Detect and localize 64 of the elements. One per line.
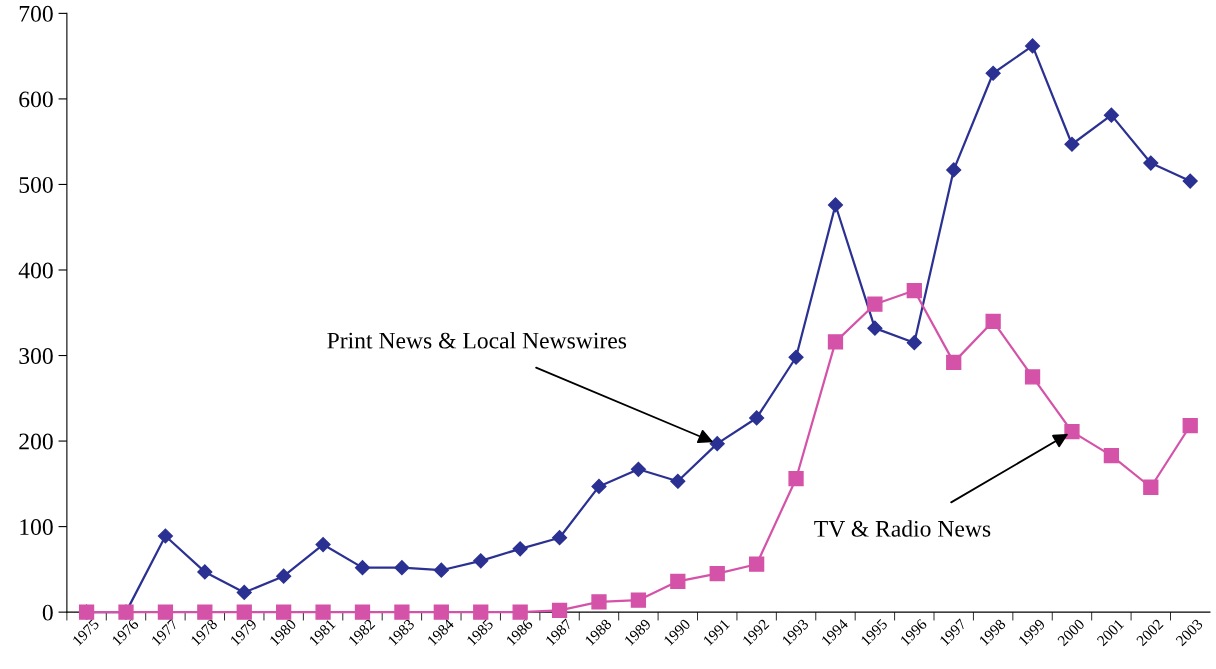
y-tick-label: 100 bbox=[20, 519, 53, 536]
point bbox=[1103, 107, 1119, 123]
point bbox=[946, 354, 962, 371]
point bbox=[1024, 369, 1041, 385]
point bbox=[433, 604, 449, 620]
point bbox=[1143, 479, 1159, 495]
point bbox=[157, 528, 173, 544]
point bbox=[394, 560, 410, 576]
point bbox=[236, 604, 252, 620]
point bbox=[827, 334, 844, 350]
point bbox=[276, 604, 292, 620]
point bbox=[906, 282, 922, 299]
point bbox=[670, 473, 686, 489]
point bbox=[276, 568, 292, 584]
point bbox=[354, 560, 371, 576]
point bbox=[709, 436, 725, 452]
y-tick-label: 0 bbox=[42, 604, 53, 621]
point bbox=[473, 604, 489, 620]
point bbox=[630, 592, 647, 608]
point bbox=[1064, 424, 1080, 440]
point bbox=[512, 541, 528, 557]
annotation: TV & Radio News bbox=[814, 520, 991, 537]
point bbox=[157, 604, 174, 620]
y-tick-label: 700 bbox=[19, 5, 53, 22]
point bbox=[197, 604, 213, 620]
point bbox=[749, 410, 765, 426]
point bbox=[1182, 173, 1198, 189]
y-tick-label: 400 bbox=[18, 262, 53, 279]
point bbox=[867, 320, 883, 336]
point bbox=[354, 604, 371, 620]
point bbox=[867, 296, 883, 312]
point bbox=[551, 530, 568, 546]
point bbox=[473, 553, 489, 569]
point bbox=[315, 536, 331, 553]
point bbox=[197, 564, 213, 580]
point bbox=[985, 313, 1001, 329]
y-tick-label: 500 bbox=[19, 176, 53, 193]
point bbox=[591, 478, 607, 494]
point bbox=[630, 461, 646, 477]
point bbox=[906, 335, 922, 351]
point bbox=[591, 594, 607, 610]
point bbox=[433, 562, 449, 578]
point bbox=[709, 566, 725, 582]
point bbox=[512, 604, 528, 620]
point bbox=[788, 349, 804, 365]
point bbox=[1064, 136, 1080, 152]
point bbox=[827, 197, 844, 213]
point bbox=[236, 584, 252, 601]
y-tick-label: 300 bbox=[19, 348, 53, 364]
point bbox=[749, 556, 765, 572]
point bbox=[1103, 447, 1120, 464]
point bbox=[394, 604, 410, 620]
point bbox=[1024, 38, 1041, 54]
y-tick-label: 600 bbox=[19, 91, 53, 108]
annotation: Print News & Local Newswires bbox=[327, 331, 627, 349]
y-tick-label: 200 bbox=[19, 433, 53, 450]
point bbox=[670, 573, 686, 589]
point bbox=[1182, 418, 1198, 434]
point bbox=[1143, 155, 1159, 171]
point bbox=[551, 602, 568, 619]
point bbox=[788, 471, 804, 487]
point bbox=[946, 162, 962, 178]
point bbox=[985, 65, 1001, 81]
point bbox=[315, 604, 331, 620]
